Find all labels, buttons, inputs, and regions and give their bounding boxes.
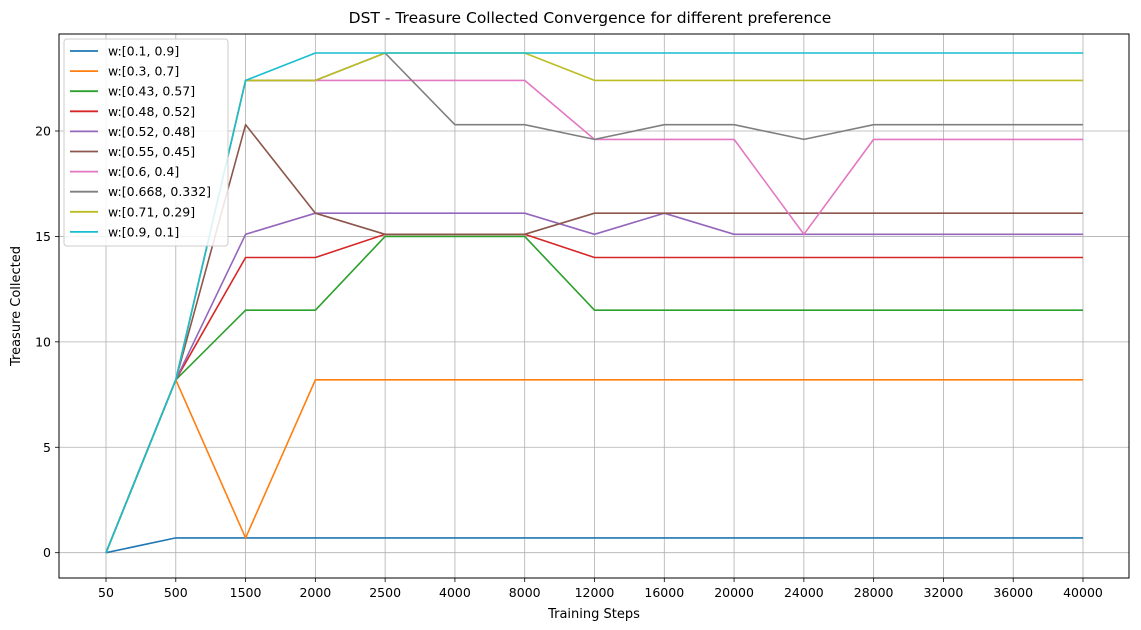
legend-box xyxy=(63,38,229,247)
legend: w:[0.1, 0.9] w:[0.3, 0.7] w:[0.43, 0.57] w:… xyxy=(63,38,229,247)
chart-title: DST - Treasure Collected Convergence for… xyxy=(349,9,832,27)
legend-label: w:[0.43, 0.57] xyxy=(108,84,195,99)
x-tick-label: 28000 xyxy=(854,585,894,600)
series-line-10 xyxy=(105,52,1083,553)
legend-label: w:[0.6, 0.4] xyxy=(108,164,179,179)
x-tick-label: 32000 xyxy=(924,585,964,600)
legend-label: w:[0.3, 0.7] xyxy=(108,64,179,79)
legend-label: w:[0.52, 0.48] xyxy=(108,124,195,139)
series-line-4 xyxy=(105,233,1083,553)
x-tick-label: 2000 xyxy=(299,585,331,600)
x-tick-label: 24000 xyxy=(784,585,824,600)
x-tick-label: 36000 xyxy=(993,585,1033,600)
plot-frame xyxy=(58,33,1130,579)
x-tick-label: 4000 xyxy=(439,585,471,600)
x-tick-label: 20000 xyxy=(714,585,754,600)
y-tick-label: 0 xyxy=(43,545,51,560)
y-tick-label: 20 xyxy=(35,123,51,138)
legend-label: w:[0.48, 0.52] xyxy=(108,104,195,119)
x-axis-ticks: 50 500 1500 2000 2500 4000 8000 12000 16000 20000… xyxy=(98,578,1103,600)
legend-label: w:[0.55, 0.45] xyxy=(108,144,195,159)
legend-label: w:[0.71, 0.29] xyxy=(108,204,195,219)
x-tick-label: 1500 xyxy=(230,585,262,600)
legend-label: w:[0.1, 0.9] xyxy=(108,44,179,59)
x-tick-label: 8000 xyxy=(509,585,541,600)
y-tick-label: 15 xyxy=(35,229,51,244)
legend-label: w:[0.668, 0.332] xyxy=(108,184,211,199)
series-line-9 xyxy=(105,52,1083,553)
series-line-5 xyxy=(105,212,1083,553)
y-tick-label: 5 xyxy=(43,440,51,455)
series-line-1 xyxy=(105,537,1083,554)
x-tick-label: 50 xyxy=(98,585,114,600)
x-tick-label: 500 xyxy=(164,585,188,600)
series-line-2 xyxy=(105,378,1083,553)
x-tick-label: 12000 xyxy=(575,585,615,600)
x-axis-label: Training Steps xyxy=(547,607,640,622)
y-axis-ticks: 0 5 10 15 20 xyxy=(35,123,59,560)
x-tick-label: 2500 xyxy=(369,585,401,600)
series-line-3 xyxy=(105,235,1083,553)
y-axis-label: Treasure Collected xyxy=(9,246,24,367)
series-lines xyxy=(105,52,1083,554)
x-tick-label: 16000 xyxy=(644,585,684,600)
series-line-6 xyxy=(105,123,1083,553)
x-tick-label: 40000 xyxy=(1063,585,1103,600)
y-tick-label: 10 xyxy=(35,334,51,349)
legend-label: w:[0.9, 0.1] xyxy=(108,224,179,239)
